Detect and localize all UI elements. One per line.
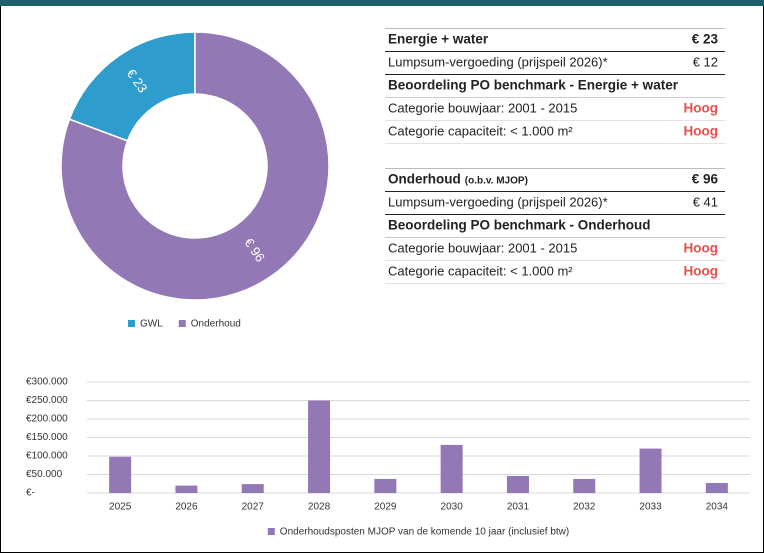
header-band [0, 0, 764, 6]
bar [175, 485, 198, 493]
bar [374, 478, 397, 493]
section-title: Energie + water [388, 32, 489, 47]
x-tick-label: 2030 [441, 502, 464, 513]
y-tick-label: €- [26, 488, 35, 499]
y-tick-label: €250.000 [26, 395, 68, 406]
legend-label: Onderhoud [191, 319, 241, 330]
x-tick-label: 2026 [175, 502, 198, 513]
rating-value: Hoog [684, 241, 719, 256]
bar [639, 448, 662, 493]
row-value: € 41 [693, 194, 718, 209]
row-label: Lumpsum-vergoeding (prijspeil 2026)* [388, 54, 608, 69]
rating-value: Hoog [684, 124, 719, 139]
row-label: Lumpsum-vergoeding (prijspeil 2026)* [388, 194, 608, 209]
x-tick-label: 2034 [706, 502, 729, 513]
legend-label: GWL [140, 319, 163, 330]
rating-label: Categorie capaciteit: < 1.000 m² [388, 123, 573, 138]
y-tick-label: €100.000 [26, 451, 68, 462]
benchmark-title: Beoordeling PO benchmark - Onderhoud [388, 218, 651, 233]
benchmark-title: Beoordeling PO benchmark - Energie + wat… [388, 78, 679, 93]
legend-label: Onderhoudsposten MJOP van de komende 10 … [280, 527, 569, 538]
x-tick-label: 2032 [573, 502, 596, 513]
y-tick-label: €300.000 [26, 377, 68, 388]
x-tick-label: 2031 [507, 502, 530, 513]
bar [506, 475, 529, 493]
section-value: € 23 [692, 32, 719, 47]
bar [440, 444, 463, 493]
rating-label: Categorie bouwjaar: 2001 - 2015 [388, 100, 577, 115]
rating-value: Hoog [684, 264, 719, 279]
legend-swatch [178, 320, 186, 327]
row-value: € 12 [693, 54, 718, 69]
rating-label: Categorie capaciteit: < 1.000 m² [388, 263, 573, 278]
rating-label: Categorie bouwjaar: 2001 - 2015 [388, 240, 577, 255]
bar [705, 483, 728, 493]
section-note: (o.b.v. MJOP) [465, 176, 528, 187]
legend-swatch [128, 320, 135, 327]
rating-value: Hoog [684, 101, 719, 116]
bar [308, 400, 331, 493]
legend: Onderhoudsposten MJOP van de komende 10 … [267, 527, 569, 538]
section-value: € 96 [692, 172, 719, 187]
x-tick-label: 2027 [242, 502, 265, 513]
bar [241, 484, 264, 493]
x-tick-label: 2025 [109, 502, 132, 513]
y-tick-label: €200.000 [26, 414, 68, 425]
x-tick-label: 2033 [639, 502, 662, 513]
donut-slice [60, 31, 330, 301]
legend-swatch [267, 528, 275, 535]
x-tick-label: 2029 [374, 502, 397, 513]
y-tick-label: €150.000 [26, 432, 68, 443]
x-tick-label: 2028 [308, 502, 331, 513]
bar [573, 478, 596, 493]
section-title: Onderhoud [388, 172, 461, 187]
y-tick-label: €50.000 [26, 469, 63, 480]
bar [109, 456, 132, 493]
